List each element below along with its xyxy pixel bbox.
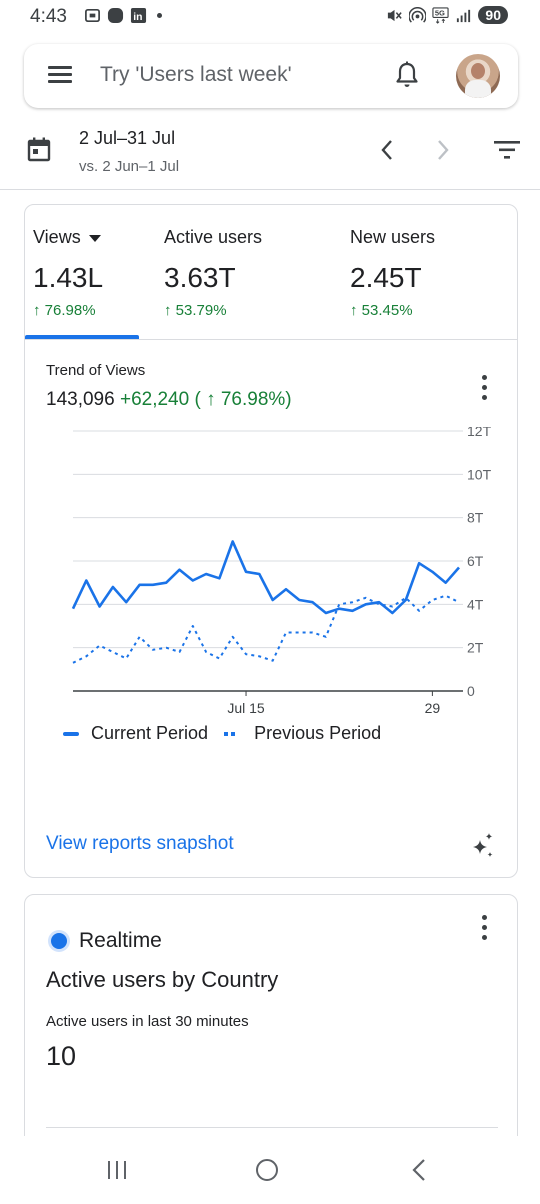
realtime-label: Realtime <box>79 929 162 952</box>
realtime-divider <box>46 1127 498 1128</box>
legend-swatch-current <box>63 731 79 736</box>
chart-legend: Current Period Previous Period <box>63 723 381 744</box>
sparkle-icon[interactable] <box>469 831 495 861</box>
x-tick-label: 29 <box>425 700 441 716</box>
more-vert-icon[interactable] <box>479 915 489 943</box>
chevron-left-icon[interactable] <box>378 138 396 162</box>
overview-card: Views 1.43L ↑ 76.98% Active users 3.63T … <box>24 204 518 878</box>
selected-metric-indicator <box>25 335 139 339</box>
calendar-icon[interactable] <box>27 137 51 162</box>
metric-label: Active users <box>164 227 263 247</box>
series-line-current <box>71 540 460 615</box>
x-tick-label: Jul 15 <box>227 700 265 716</box>
trend-title: Trend of Views <box>46 362 146 379</box>
metric-value: 3.63T <box>164 262 236 293</box>
back-icon[interactable] <box>410 1158 428 1182</box>
y-tick-label: 6T <box>467 553 484 569</box>
legend-current: Current Period <box>91 723 209 743</box>
legend-previous: Previous Period <box>254 723 382 743</box>
y-tick-label: 0 <box>467 683 475 699</box>
menu-icon[interactable] <box>48 66 72 86</box>
metric-change: ↑ 76.98% <box>33 302 96 319</box>
series-line-previous <box>72 594 460 664</box>
dot-icon <box>157 13 162 18</box>
y-tick-label: 10T <box>467 466 492 482</box>
hotspot-icon <box>409 6 427 23</box>
record-icon <box>107 7 124 24</box>
chevron-right-icon[interactable] <box>434 138 452 162</box>
trend-summary: 143,096 +62,240 ( ↑ 76.98%) <box>46 389 292 411</box>
status-time: 4:43 <box>30 6 67 27</box>
more-vert-icon[interactable] <box>479 375 489 403</box>
y-tick-label: 2T <box>467 640 484 656</box>
realtime-indicator-icon <box>51 933 67 949</box>
status-bar: 4:43 in 5G 90 <box>0 0 540 34</box>
realtime-value: 10 <box>46 1041 77 1071</box>
search-input[interactable]: Try 'Users last week' <box>100 63 292 86</box>
realtime-card: Realtime Active users by Country Active … <box>24 894 518 1154</box>
bell-icon[interactable] <box>394 60 420 90</box>
y-tick-label: 8T <box>467 510 484 526</box>
metric-divider <box>25 339 517 340</box>
caret-down-icon[interactable] <box>88 234 101 242</box>
metric-change: ↑ 53.79% <box>164 302 227 319</box>
home-icon[interactable] <box>256 1159 278 1181</box>
recents-icon[interactable] <box>106 1160 128 1180</box>
signal-icon <box>457 9 471 22</box>
date-compare[interactable]: vs. 2 Jun–1 Jul <box>79 158 180 175</box>
metric-active-users[interactable]: Active users 3.63T ↑ 53.79% <box>164 227 262 319</box>
avatar[interactable] <box>456 54 500 98</box>
header-divider <box>0 189 540 190</box>
view-reports-link[interactable]: View reports snapshot <box>46 833 234 854</box>
metric-label: Views <box>33 227 81 247</box>
5g-icon: 5G <box>432 6 450 24</box>
trend-total: 143,096 <box>46 389 115 410</box>
screenshot-icon <box>85 8 100 23</box>
mute-icon <box>388 9 403 21</box>
realtime-title: Active users by Country <box>46 967 279 992</box>
svg-text:in: in <box>133 12 142 23</box>
trend-chart: 12T 10T 8T 6T 4T 2T 0 Jul 15 29 <box>71 427 492 716</box>
date-range[interactable]: 2 Jul–31 Jul <box>79 128 176 148</box>
legend-swatch-previous <box>224 731 241 736</box>
status-right-icons: 5G 90 <box>386 6 508 24</box>
metric-value: 1.43L <box>33 262 104 293</box>
search-bar[interactable]: Try 'Users last week' <box>24 44 518 108</box>
y-tick-label: 4T <box>467 596 484 612</box>
system-nav-bar <box>0 1136 540 1204</box>
metric-value: 2.45T <box>350 262 422 293</box>
y-tick-label: 12T <box>467 427 492 439</box>
metric-label: New users <box>350 227 436 247</box>
svg-text:5G: 5G <box>435 8 445 17</box>
metric-views[interactable]: Views 1.43L ↑ 76.98% <box>33 227 103 319</box>
filter-icon[interactable] <box>494 140 520 160</box>
linkedin-icon: in <box>130 7 147 23</box>
metric-new-users[interactable]: New users 2.45T ↑ 53.45% <box>350 227 435 319</box>
metric-change: ↑ 53.45% <box>350 302 413 319</box>
realtime-subtitle: Active users in last 30 minutes <box>46 1013 249 1030</box>
status-left-icons: in <box>84 7 162 24</box>
trend-delta: +62,240 ( ↑ 76.98%) <box>119 389 292 410</box>
battery-badge: 90 <box>478 6 508 24</box>
